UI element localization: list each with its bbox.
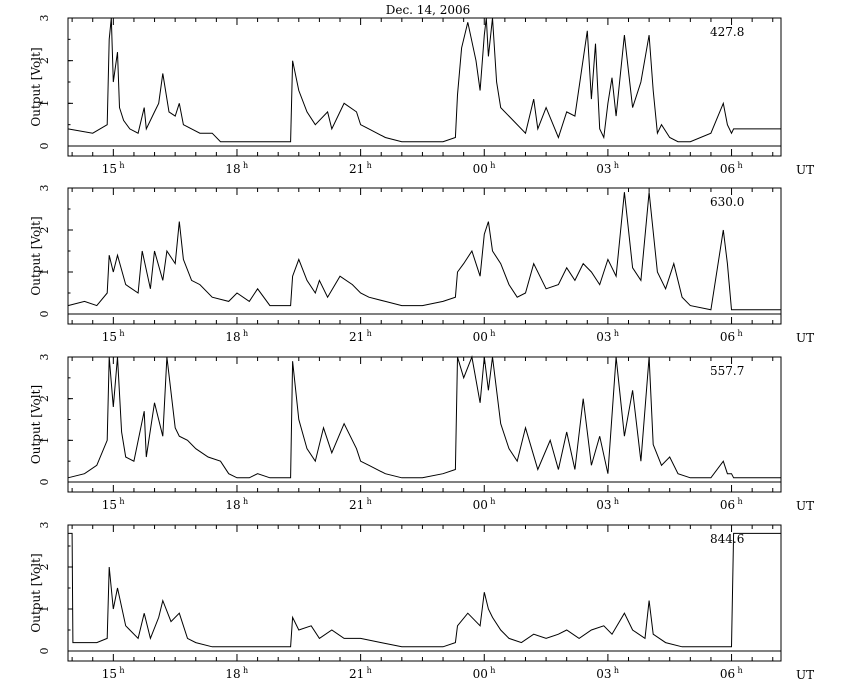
x-tick-superscript: h <box>119 666 124 675</box>
x-tick-superscript: h <box>367 161 372 170</box>
x-tick-label: 21 <box>349 498 364 512</box>
x-tick-label: 03 <box>596 162 611 176</box>
x-tick-superscript: h <box>490 161 495 170</box>
plot-frame <box>67 524 782 662</box>
y-axis-label: Output [Volt] <box>29 553 43 632</box>
x-tick-superscript: h <box>119 329 124 338</box>
x-tick-superscript: h <box>614 666 619 675</box>
series-line <box>67 355 781 479</box>
y-tick-label: 3 <box>38 522 51 529</box>
x-tick-superscript: h <box>119 161 124 170</box>
x-tick-label: 06 <box>720 162 735 176</box>
x-tick-superscript: h <box>119 497 124 506</box>
x-tick-label: 06 <box>720 498 735 512</box>
x-tick-label: 06 <box>720 667 735 680</box>
x-tick-label: 21 <box>349 162 364 176</box>
x-tick-label: 00 <box>473 162 488 176</box>
x-tick-label: 03 <box>596 498 611 512</box>
y-tick-label: 3 <box>38 15 51 22</box>
series-line <box>67 17 781 143</box>
x-tick-superscript: h <box>367 666 372 675</box>
wavelength-label: 427.8 <box>710 25 744 39</box>
y-axis-label: Output [Volt] <box>29 385 43 464</box>
x-tick-superscript: h <box>243 666 248 675</box>
x-tick-superscript: h <box>738 161 743 170</box>
y-tick-label: 2 <box>38 227 51 234</box>
y-tick-label: 2 <box>38 395 51 402</box>
x-tick-superscript: h <box>490 329 495 338</box>
x-tick-superscript: h <box>243 161 248 170</box>
y-tick-label: 3 <box>38 354 51 361</box>
x-tick-superscript: h <box>614 329 619 338</box>
x-tick-label: 18 <box>225 498 240 512</box>
x-tick-superscript: h <box>738 497 743 506</box>
x-tick-label: 03 <box>596 330 611 344</box>
y-tick-label: 0 <box>38 311 51 318</box>
x-tick-superscript: h <box>243 497 248 506</box>
plot-frame <box>67 356 782 493</box>
y-tick-label: 1 <box>38 437 51 444</box>
x-tick-label: 15 <box>102 330 117 344</box>
x-tick-label: 21 <box>349 330 364 344</box>
series-line <box>67 192 781 311</box>
x-tick-superscript: h <box>738 666 743 675</box>
x-unit-label: UT <box>796 331 814 345</box>
x-tick-superscript: h <box>490 666 495 675</box>
x-tick-label: 00 <box>473 330 488 344</box>
figure-title: Dec. 14, 2006 <box>386 3 471 17</box>
y-tick-label: 1 <box>38 606 51 613</box>
y-tick-label: 1 <box>38 100 51 107</box>
x-tick-superscript: h <box>614 161 619 170</box>
x-tick-superscript: h <box>367 329 372 338</box>
y-tick-label: 0 <box>38 648 51 655</box>
x-unit-label: UT <box>796 163 814 177</box>
x-unit-label: UT <box>796 499 814 513</box>
x-tick-superscript: h <box>243 329 248 338</box>
series-line <box>68 532 781 648</box>
x-tick-label: 18 <box>225 162 240 176</box>
x-tick-label: 15 <box>102 498 117 512</box>
y-axis-label: Output [Volt] <box>29 47 43 126</box>
plot-frame <box>67 17 782 157</box>
y-tick-label: 1 <box>38 269 51 276</box>
x-unit-label: UT <box>796 668 814 680</box>
y-tick-label: 0 <box>38 143 51 150</box>
wavelength-label: 844.6 <box>710 532 744 546</box>
y-tick-label: 2 <box>38 564 51 571</box>
y-axis-label: Output [Volt] <box>29 216 43 295</box>
x-tick-label: 15 <box>102 162 117 176</box>
y-tick-label: 0 <box>38 479 51 486</box>
x-tick-label: 18 <box>225 330 240 344</box>
y-tick-label: 2 <box>38 57 51 64</box>
x-tick-label: 00 <box>473 667 488 680</box>
x-tick-superscript: h <box>738 329 743 338</box>
wavelength-label: 630.0 <box>710 195 744 209</box>
x-tick-label: 06 <box>720 330 735 344</box>
plot-frame <box>67 187 782 325</box>
x-tick-label: 18 <box>225 667 240 680</box>
x-tick-label: 21 <box>349 667 364 680</box>
x-tick-label: 00 <box>473 498 488 512</box>
wavelength-label: 557.7 <box>710 364 744 378</box>
x-tick-superscript: h <box>367 497 372 506</box>
x-tick-label: 03 <box>596 667 611 680</box>
x-tick-label: 15 <box>102 667 117 680</box>
x-tick-superscript: h <box>614 497 619 506</box>
x-tick-superscript: h <box>490 497 495 506</box>
y-tick-label: 3 <box>38 185 51 192</box>
